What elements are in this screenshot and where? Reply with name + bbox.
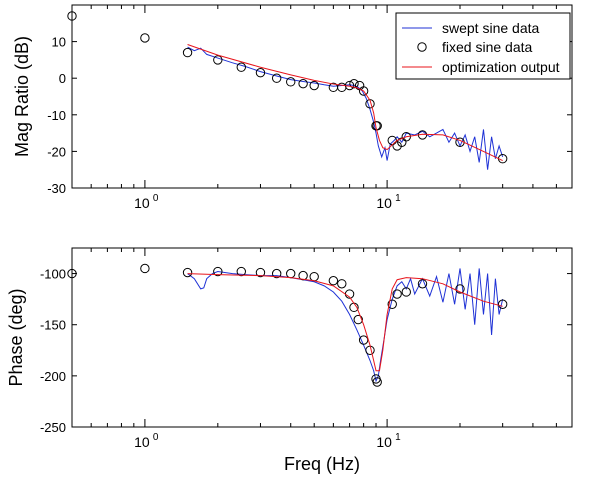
mag-swept-sine-data-line [187,46,504,170]
mag-y-axis-label: Mag Ratio (dB) [12,36,32,157]
phase-xtick-exponent: 0 [153,432,159,443]
mag-fixed-sine-data-point [401,132,411,142]
mag-fixed-sine-data-point [255,68,266,78]
phase-fixed-sine-data-point [401,287,411,297]
legend-label-swept: swept sine data [442,20,539,36]
mag-fixed-sine-data-point [213,55,223,65]
phase-fixed-sine-data-point [392,289,402,299]
mag-fixed-sine-data-point [349,78,359,89]
x-axis-label: Freq (Hz) [284,454,360,474]
phase-fixed-sine-data-point [213,266,223,277]
legend-marker-fixed [417,42,427,52]
mag-fixed-sine-data-point [140,33,150,43]
mag-fixed-sine-data-point [372,121,382,131]
phase-ytick-label: -150 [40,318,66,333]
phase-fixed-sine-data-point [358,335,369,345]
mag-xtick-label: 10 [134,195,150,211]
phase-fixed-sine-data-point [271,268,282,279]
phase-fixed-sine-data-point [455,284,465,294]
mag-fixed-sine-data-point [298,78,308,89]
legend-label-fixed: fixed sine data [442,39,532,55]
mag-xtick-exponent: 1 [395,193,401,204]
phase-fixed-sine-data-point [417,279,428,289]
mag-fixed-sine-data-point [182,47,193,58]
phase-y-axis-label: Phase (deg) [6,288,26,386]
mag-xtick-exponent: 0 [153,193,159,204]
phase-fixed-sine-data-point [387,299,397,309]
phase-optimization-output-line [187,273,503,372]
phase-fixed-sine-data-point [236,266,246,277]
legend-label-optimization: optimization output [442,59,560,75]
mag-fixed-sine-data-point [392,141,402,151]
phase-fixed-sine-data-point [255,267,266,278]
phase-fixed-sine-data-point [328,276,339,286]
phase-fixed-sine-data-point [182,267,193,278]
phase-fixed-sine-data-point [140,263,150,274]
phase-swept-sine-data-line [187,268,504,383]
mag-fixed-sine-data-point [271,73,282,83]
mag-ytick-label: -30 [47,181,66,196]
phase-fixed-sine-data-point [372,377,382,387]
mag-xtick-label: 10 [376,195,392,211]
phase-ytick-label: -100 [40,267,66,282]
phase-xtick-label: 10 [134,434,150,450]
mag-fixed-sine-data-point [309,80,319,91]
mag-fixed-sine-data-point [236,62,246,72]
mag-axes-frame [71,4,573,189]
mag-series-group [67,11,508,170]
mag-ytick-label: 0 [59,71,66,86]
phase-xtick-label: 10 [376,434,392,450]
phase-ytick-label: -200 [40,369,66,384]
phase-axes-frame [71,247,573,428]
mag-fixed-sine-data-point [358,86,369,96]
phase-series-group [67,263,508,387]
phase-fixed-sine-data-point [298,270,308,281]
legend-box [395,12,571,80]
phase-ytick-label: -250 [40,420,66,435]
mag-ytick-label: -10 [47,108,66,123]
phase-xtick-exponent: 1 [395,432,401,443]
legend: swept sine data fixed sine data optimiza… [395,12,571,80]
mag-fixed-sine-data-point [286,77,296,87]
mag-ytick-label: 10 [52,35,66,50]
phase-fixed-sine-data-point [353,314,363,325]
phase-fixed-sine-data-point [497,299,508,309]
mag-optimization-output-line [187,44,503,162]
mag-fixed-sine-data-point [67,11,77,21]
mag-ytick-label: -20 [47,144,66,159]
phase-fixed-sine-data-point [337,279,347,289]
